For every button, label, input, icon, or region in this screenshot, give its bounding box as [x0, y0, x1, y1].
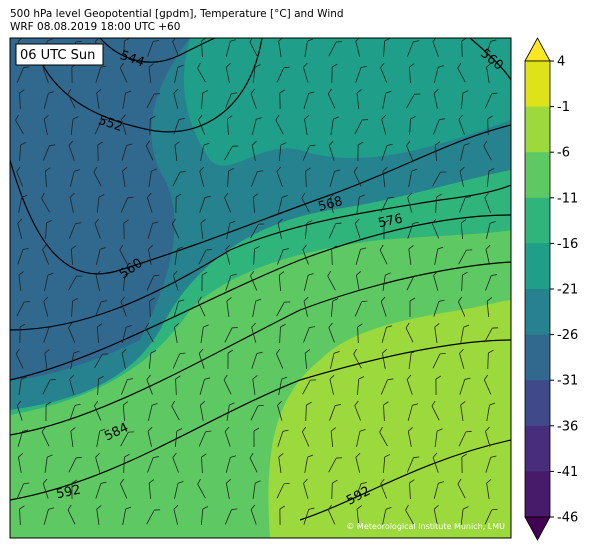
colorbar-tick-label: -41	[557, 465, 578, 480]
subtitle: WRF 08.08.2019 18:00 UTC +60	[10, 21, 180, 33]
colorbar-band	[525, 289, 550, 335]
colorbar-tick-label: -6	[557, 146, 570, 161]
colorbar-tick-label: -46	[557, 511, 578, 526]
colorbar-tick-label: -31	[557, 374, 578, 389]
colorbar-tick-label: -21	[557, 283, 578, 298]
colorbar-band	[525, 471, 550, 517]
colorbar-band	[525, 426, 550, 472]
time-label: 06 UTC Sun	[20, 48, 95, 63]
map	[10, 37, 511, 538]
colorbar-extend-top	[525, 38, 550, 61]
colorbar-band	[525, 61, 550, 107]
colorbar-band	[525, 152, 550, 198]
colorbar-tick-label: -11	[557, 191, 578, 206]
colorbar-tick-label: 4	[557, 55, 565, 70]
barb-staff	[150, 301, 151, 317]
title: 500 hPa level Geopotential [gpdm], Tempe…	[10, 8, 344, 20]
barb-staff	[332, 483, 333, 499]
colorbar-extend-bottom	[525, 517, 550, 540]
colorbar-band	[525, 243, 550, 289]
colorbar-tick-label: -36	[557, 419, 578, 434]
colorbar-tick-label: -26	[557, 328, 578, 343]
barb-staff	[306, 171, 307, 187]
colorbar: 4 -1 -6 -11 -16 -21 -26 -31 -36 -41 -46	[525, 38, 578, 540]
colorbar-band	[525, 198, 550, 244]
barb-staff	[488, 119, 489, 135]
colorbar-band	[525, 335, 550, 381]
copyright: © Meteorological Institute Munich, LMU	[346, 522, 505, 531]
colorbar-band	[525, 380, 550, 426]
colorbar-tick-label: -1	[557, 100, 570, 115]
colorbar-band	[525, 107, 550, 153]
colorbar-tick-label: -16	[557, 237, 578, 252]
